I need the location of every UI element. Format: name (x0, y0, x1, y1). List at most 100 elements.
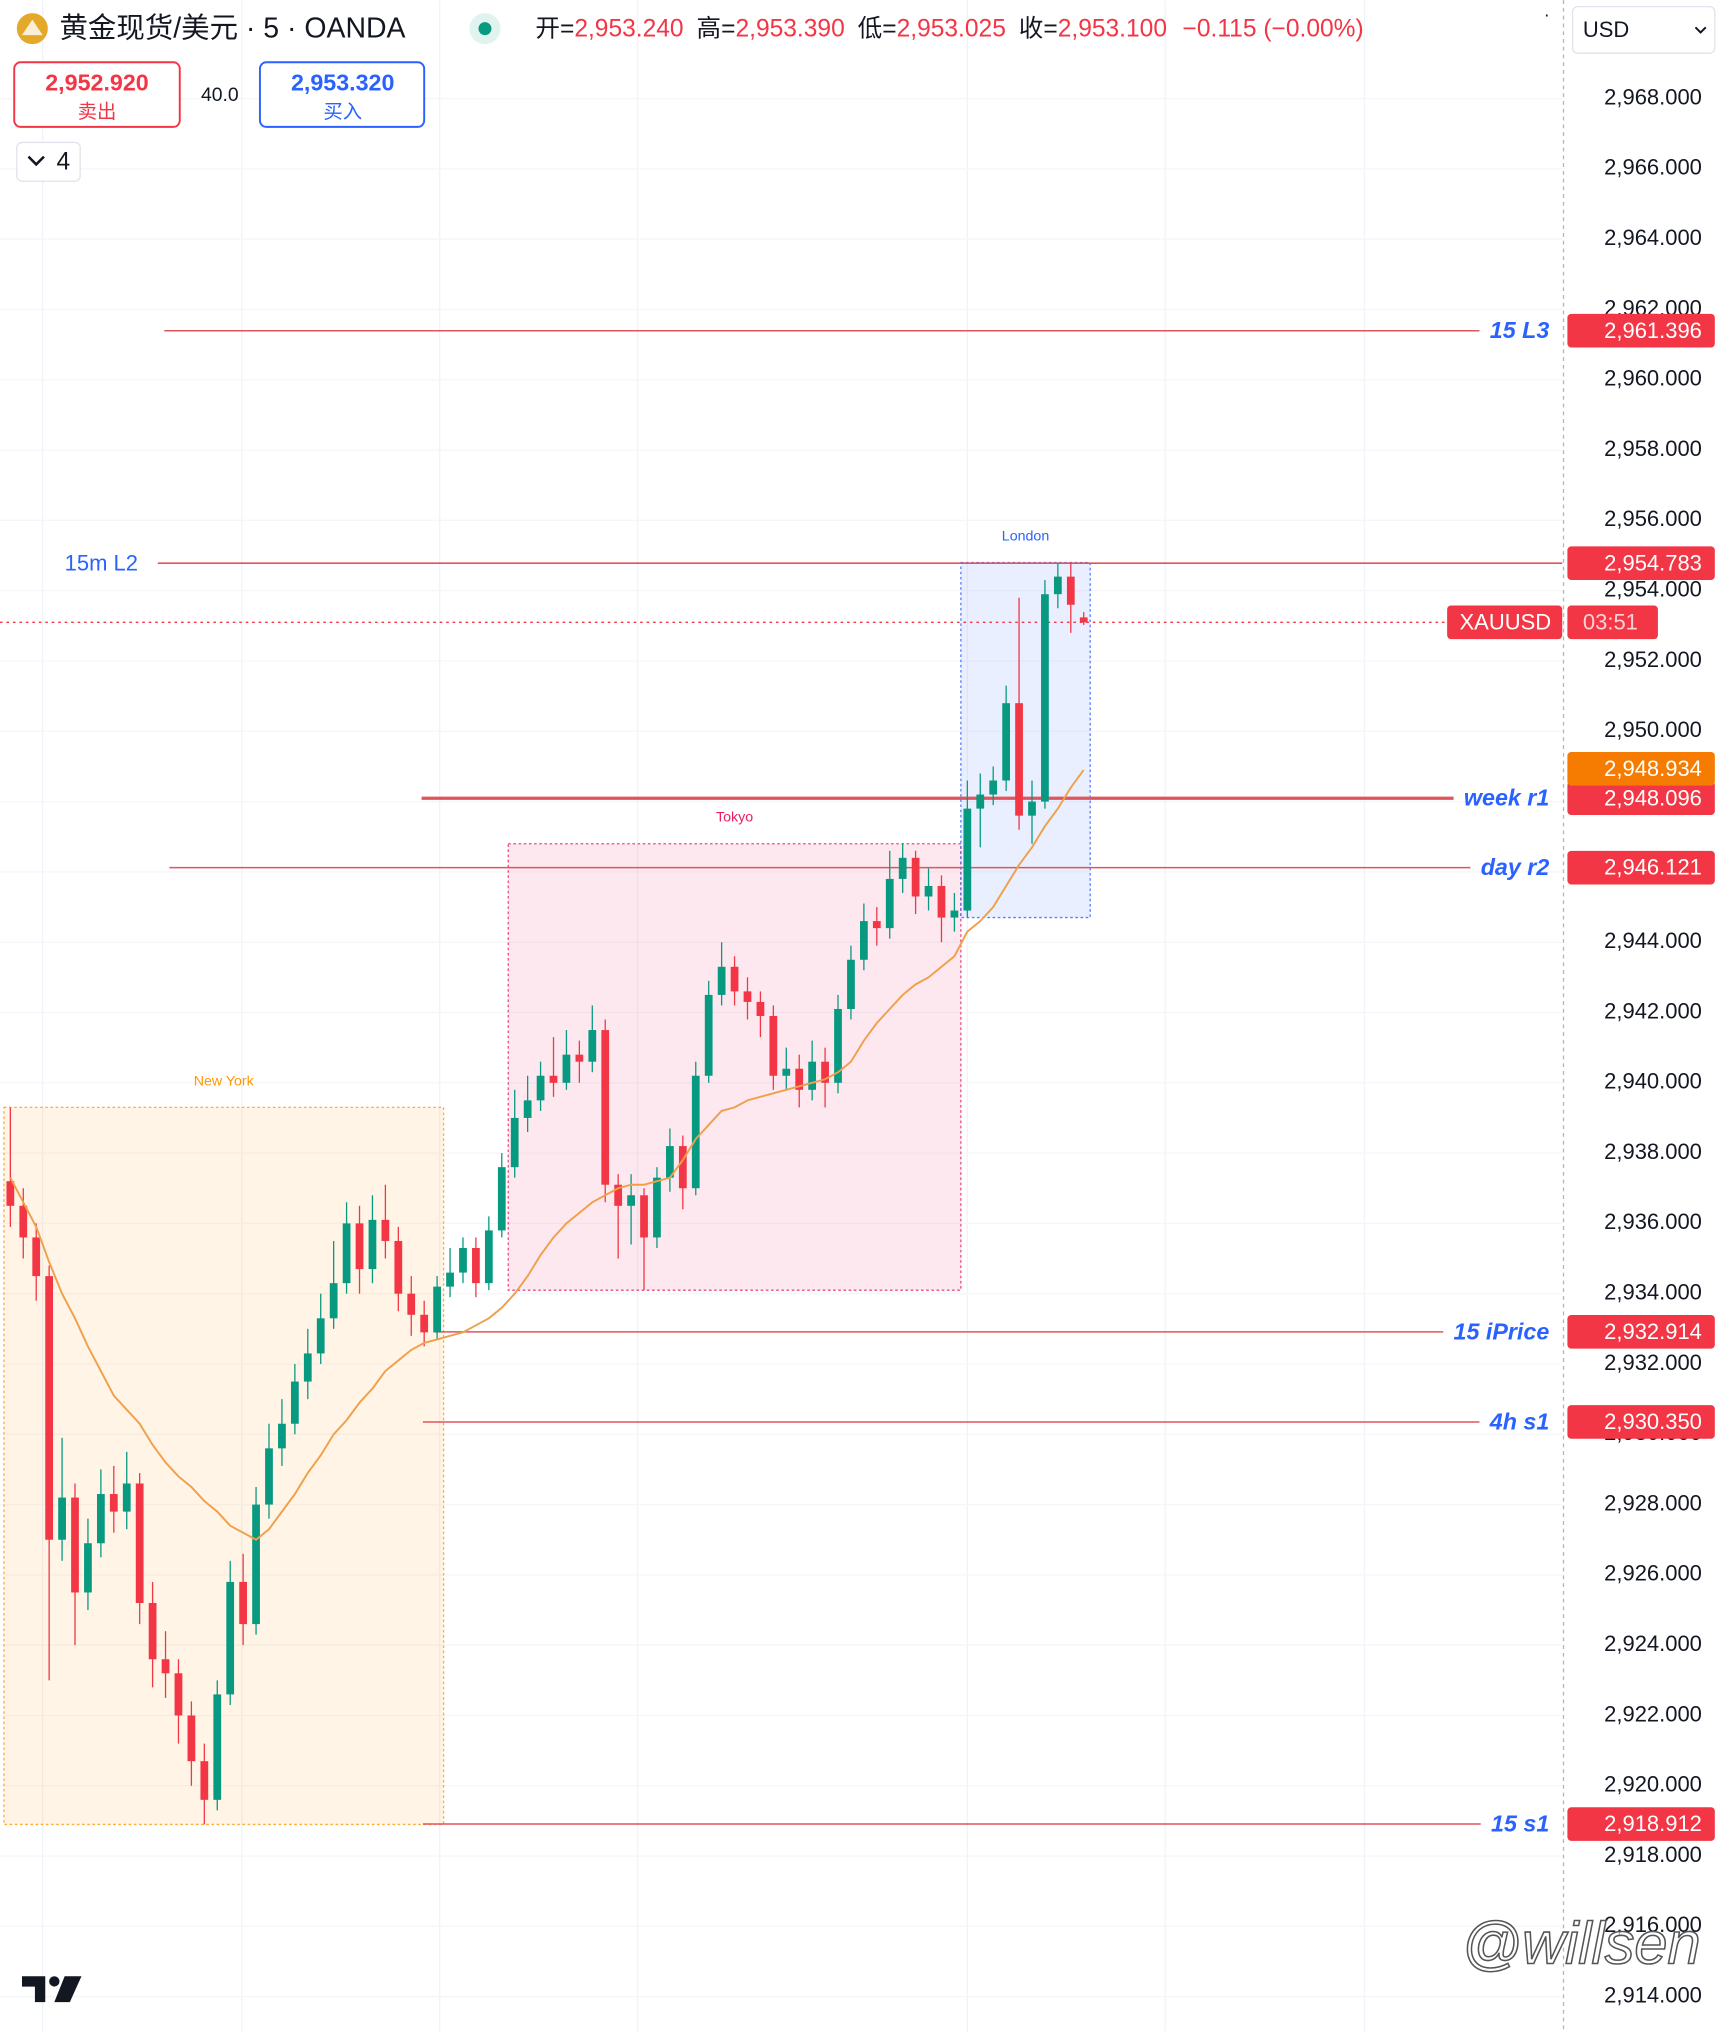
candle-body (795, 1068, 804, 1090)
indicator-count[interactable]: 4 (57, 149, 71, 176)
candle-body (303, 1353, 312, 1382)
y-tick-label: 2,956.000 (1604, 506, 1702, 531)
candle-body (45, 1276, 54, 1540)
ohlc-key: 低= (858, 14, 897, 42)
candle-body (148, 1603, 157, 1660)
session-box (507, 843, 962, 1291)
ma-price-label: 2,948.934 (1604, 756, 1702, 781)
candle-body (562, 1054, 571, 1083)
y-tick-label: 2,942.000 (1604, 998, 1702, 1023)
candle-body (872, 921, 881, 929)
y-tick-label: 2,926.000 (1604, 1561, 1702, 1586)
indicator-toggle[interactable] (16, 141, 81, 182)
level-label: 4h s1 (1489, 1408, 1550, 1434)
y-tick-label: 2,914.000 (1604, 1982, 1702, 2007)
logo-glyph (21, 19, 43, 36)
tv-logo (21, 1976, 82, 2003)
candle-body (19, 1205, 28, 1238)
level-price-box (1567, 1807, 1715, 1841)
sell-label[interactable]: 卖出 (78, 101, 117, 123)
ohlc-value: 2,953.240 (574, 15, 683, 42)
candle-body (730, 966, 739, 992)
y-tick-label: 2,922.000 (1604, 1701, 1702, 1726)
more-dot[interactable]: · (1544, 4, 1550, 24)
level-label: day r2 (1481, 854, 1550, 880)
level-price-label: 2,946.121 (1604, 855, 1702, 880)
buy-label[interactable]: 买入 (323, 101, 362, 123)
candle-body (381, 1219, 390, 1241)
ohlc-readout: 开= 2,953.240 高= 2,953.390 低= 2,953.025 收= 2,953… (535, 14, 1167, 42)
candle-body (523, 1100, 532, 1118)
candle-body (200, 1761, 209, 1800)
ohlc-value: 2,953.025 (897, 15, 1006, 42)
candle-body (420, 1314, 429, 1333)
price-axis: 2,914.000 2,916.000 2,918.000 2,920.000 2,92… (1447, 84, 1715, 2007)
ohlc-key: 收= (1019, 14, 1058, 42)
candle-body (885, 878, 894, 929)
y-tick-label: 2,928.000 (1604, 1490, 1702, 1515)
countdown-label: 03:51 (1583, 609, 1638, 634)
candle-body (161, 1659, 170, 1674)
y-tick-label: 2,916.000 (1604, 1912, 1702, 1937)
status-dot (478, 22, 492, 36)
y-tick-label: 2,944.000 (1604, 928, 1702, 953)
candle-body (459, 1247, 467, 1273)
ohlc-key: 开= (535, 15, 574, 42)
level-price-label: 2,918.912 (1604, 1811, 1702, 1836)
y-tick-label: 2,932.000 (1604, 1350, 1702, 1375)
candle-body (58, 1497, 66, 1540)
moving-average (9, 769, 1085, 1541)
y-tick-label: 2,954.000 (1604, 576, 1702, 601)
sell-button[interactable] (13, 61, 181, 128)
ohlc-key: 高= (697, 14, 736, 42)
chart-layer: New York Tokyo London (0, 97, 1563, 1998)
candle-body (1053, 576, 1062, 595)
buy-button[interactable] (258, 61, 426, 128)
candle-body (860, 921, 868, 960)
candle-body (976, 794, 985, 809)
y-tick-label: 2,920.000 (1604, 1772, 1702, 1797)
candle-body (484, 1230, 493, 1284)
level-price-label: 2,954.783 (1604, 550, 1702, 575)
candle-body (109, 1494, 118, 1512)
symbol-title: 黄金现货/美元 · 5 · OANDA (59, 12, 405, 44)
buy-price[interactable]: 2,953.320 (291, 69, 395, 95)
currency-select[interactable] (1571, 5, 1716, 54)
y-tick-label: 2,950.000 (1604, 717, 1702, 742)
symbol-box (1447, 605, 1563, 640)
overlay-layer: 15 L3 15m L2 week r1 day r2 15 iPrice 4h s1 15… (65, 317, 1550, 1836)
candle-body (187, 1715, 196, 1762)
level-label: week r1 (1464, 785, 1549, 811)
candle-body (627, 1195, 635, 1206)
y-tick-label: 2,964.000 (1604, 225, 1702, 250)
candle-body (1015, 703, 1023, 816)
y-tick-label: 2,924.000 (1604, 1631, 1702, 1656)
y-tick-label: 2,918.000 (1604, 1842, 1702, 1867)
candle-body (433, 1286, 441, 1333)
y-tick-label: 2,940.000 (1604, 1069, 1702, 1094)
candle-body (937, 885, 946, 918)
level-price-box (1567, 1315, 1715, 1349)
sell-price[interactable]: 2,952.920 (45, 69, 149, 95)
candle-body (704, 994, 713, 1076)
candle-body (601, 1030, 610, 1185)
candle-body (666, 1146, 674, 1178)
level-price-label: 2,932.914 (1604, 1319, 1702, 1344)
ma-price-box (1567, 751, 1715, 786)
currency[interactable]: USD (1583, 17, 1629, 42)
candle-body (329, 1283, 338, 1319)
candle-body (71, 1497, 79, 1593)
y-tick-label: 2,936.000 (1604, 1209, 1702, 1234)
candle-body (510, 1117, 519, 1168)
level-label: 15 L3 (1490, 317, 1550, 343)
candle-body (226, 1581, 235, 1695)
watermark: @willsen (1462, 1909, 1701, 1976)
symbol-label: XAUUSD (1460, 609, 1552, 634)
y-tick-label: 2,968.000 (1604, 84, 1702, 109)
candle-body (898, 857, 907, 879)
candle-body (756, 1001, 765, 1016)
countdown-box (1567, 605, 1658, 640)
